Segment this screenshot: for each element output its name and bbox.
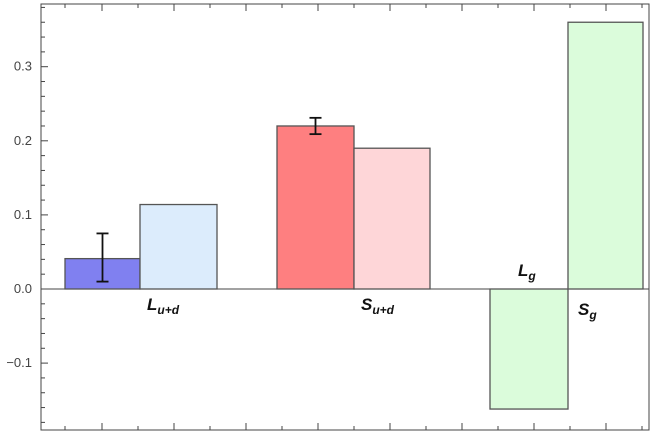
error-bar-l-ud-lattice: [96, 232, 109, 283]
y-tick-label: 0.3: [14, 59, 32, 74]
bar-l-g: [489, 288, 569, 410]
S-ud-label-main: S: [361, 295, 373, 314]
S-ud-label: Su+d: [361, 295, 395, 317]
y-tick-label: −0.1: [6, 355, 32, 370]
S-ud-label-sub: u+d: [372, 303, 394, 317]
L-g-label: Lg: [518, 261, 536, 283]
error-bars: [96, 116, 322, 283]
S-g-label-sub: g: [588, 308, 597, 322]
L-ud-label-sub: u+d: [157, 303, 179, 317]
y-tick-label: 0.1: [14, 207, 32, 222]
y-tick-label: 0.2: [14, 133, 32, 148]
bar-s-g: [567, 21, 644, 290]
L-g-label-main: L: [518, 261, 528, 280]
bar-l-ud-model: [139, 203, 218, 290]
bars: [64, 21, 644, 410]
y-tick-label: 0.0: [14, 281, 32, 296]
S-g-label: Sg: [578, 300, 597, 322]
x-axis-ticks: [64, 4, 643, 430]
y-axis: 0.3 0.2 0.1 0.0 −0.1: [6, 6, 48, 423]
L-ud-label: Lu+d: [147, 295, 180, 317]
bar-s-ud-model: [353, 147, 431, 290]
bar-s-ud-lattice: [276, 125, 355, 290]
L-g-label-sub: g: [527, 269, 536, 283]
plot-frame: [40, 3, 650, 431]
S-g-label-main: S: [578, 300, 590, 319]
error-bar-s-ud-lattice: [309, 116, 322, 136]
L-ud-label-main: L: [147, 295, 157, 314]
